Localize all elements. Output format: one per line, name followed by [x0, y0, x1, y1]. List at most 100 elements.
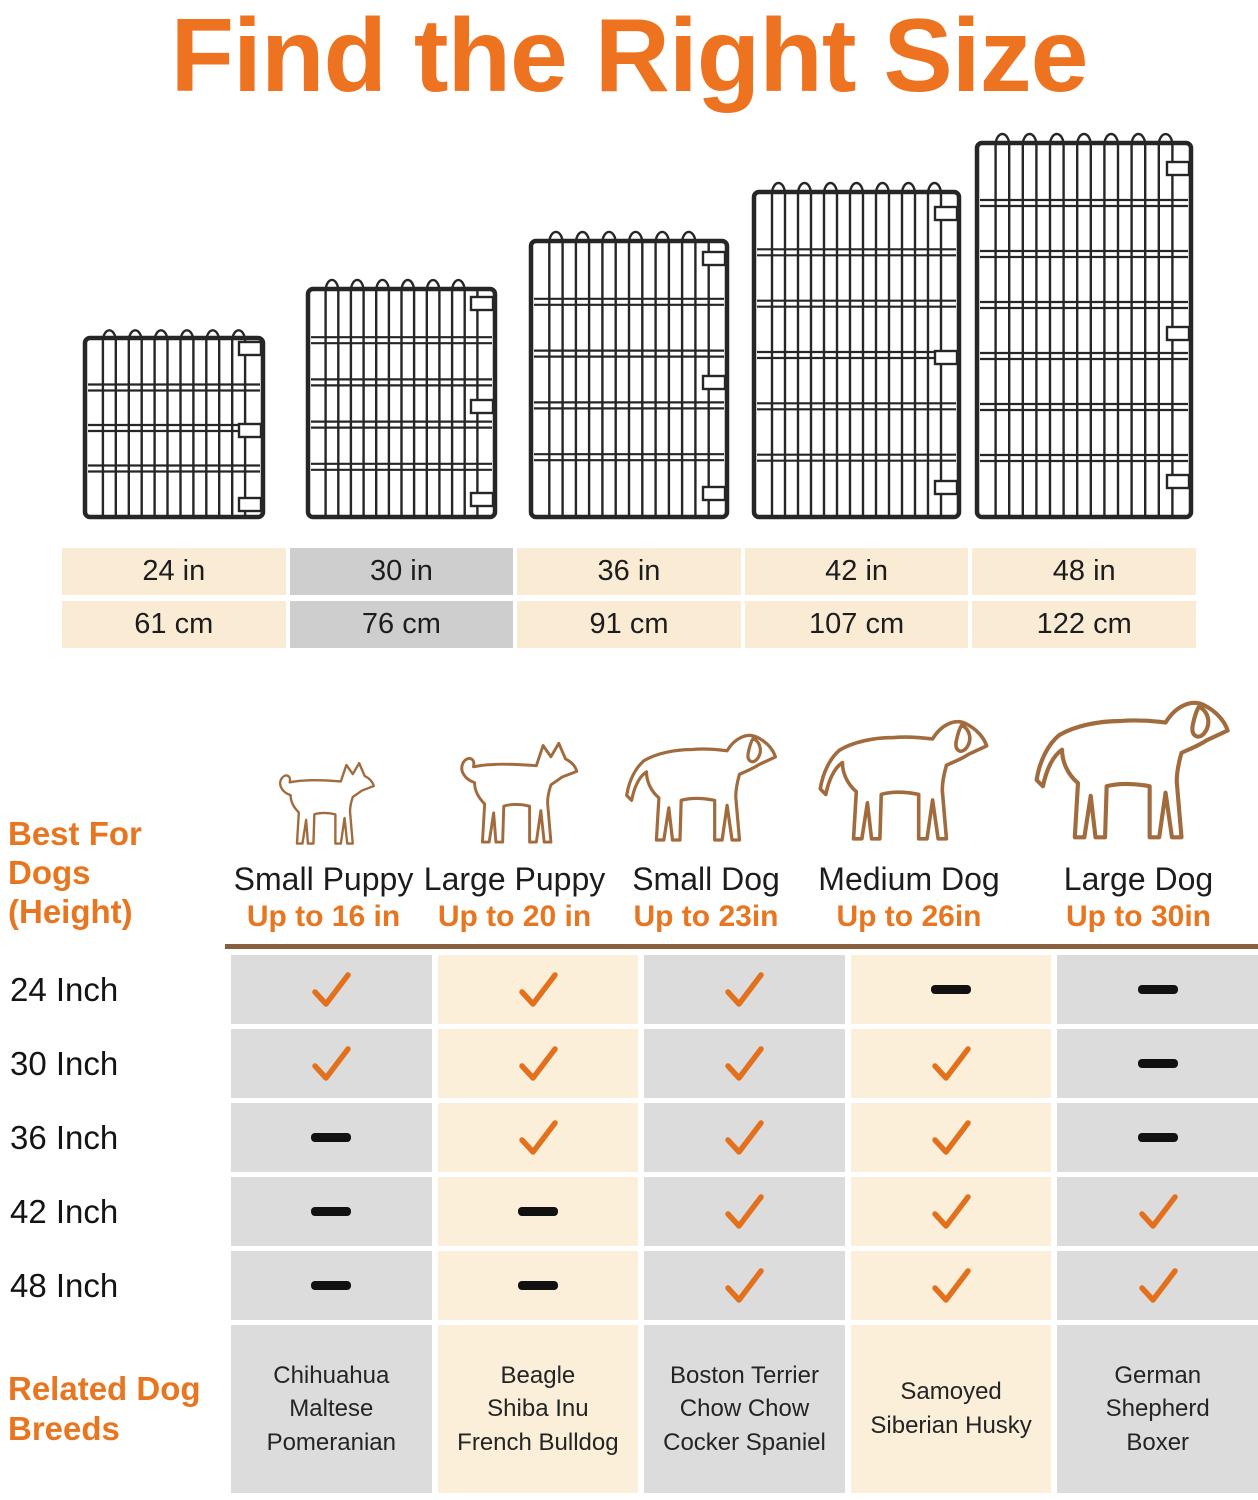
panel-size-table: 24 in 30 in 36 in 42 in 48 in 61 cm 76 cm 91 cm…	[62, 548, 1196, 648]
fit-cell	[1057, 1103, 1258, 1172]
size-cell-cm: 122 cm	[972, 601, 1196, 648]
header-underline-rule	[225, 944, 1258, 949]
fit-cell	[644, 955, 845, 1024]
fit-cell	[231, 955, 432, 1024]
fit-cell	[437, 1103, 639, 1172]
dash-icon	[517, 1207, 558, 1216]
breed-name: Chihuahua	[273, 1361, 390, 1389]
dog-size-name: Small Puppy	[233, 861, 414, 897]
related-dog-breeds-line2: Breeds	[8, 1410, 120, 1447]
fit-table-header: Best For Dogs (Height) Small Puppy Up to …	[0, 678, 1258, 944]
breed-name: Chow Chow	[679, 1395, 810, 1423]
medium-dog-outline-icon	[818, 719, 989, 841]
dog-size-name: Small Dog	[632, 861, 780, 897]
breed-name: Boxer	[1126, 1428, 1190, 1456]
best-for-dogs-label-line1: Best For Dogs	[8, 815, 142, 892]
row-label-36-inch: 36 Inch	[10, 1118, 119, 1156]
fit-cell	[231, 1103, 432, 1172]
check-icon	[725, 1119, 765, 1155]
wire-panel-24in	[62, 326, 286, 522]
breed-name: Pomeranian	[266, 1428, 396, 1456]
row-label-48-inch: 48 Inch	[10, 1266, 119, 1304]
fit-cell	[644, 1177, 845, 1246]
row-label-30-inch: 30 Inch	[10, 1044, 119, 1082]
row-label-42-inch: 42 Inch	[10, 1192, 119, 1230]
dog-max-height: Up to 23in	[633, 900, 779, 933]
check-icon	[519, 1045, 558, 1081]
size-cell-cm: 107 cm	[744, 601, 969, 648]
related-dog-breeds-label: Related Dog Breeds	[0, 1325, 225, 1493]
dog-max-height: Up to 20 in	[437, 900, 592, 933]
wire-panel-36in-image	[528, 230, 730, 520]
breeds-cell: Boston Terrier Chow Chow Cocker Spaniel	[644, 1325, 845, 1493]
check-icon	[1138, 1267, 1178, 1303]
check-icon	[932, 1045, 971, 1081]
check-icon	[519, 1119, 558, 1155]
check-icon	[932, 1193, 971, 1229]
fit-cell	[437, 1029, 639, 1098]
breeds-cell: Beagle Shiba Inu French Bulldog	[437, 1325, 639, 1493]
size-cell-inch: 36 in	[517, 548, 741, 595]
fit-table-grid: 24 Inch 30 Inch 36 Inch 42 Inch 48 Inch Relat…	[0, 949, 1258, 1493]
size-cell-inch: 42 in	[744, 548, 969, 595]
page-title: Find the Right Size	[170, 0, 1089, 114]
check-icon	[932, 1119, 971, 1155]
size-cell-inch: 30 in	[289, 548, 514, 595]
check-icon	[519, 971, 558, 1007]
fit-cell	[231, 1177, 432, 1246]
fit-cell	[644, 1103, 845, 1172]
dash-icon	[931, 985, 972, 994]
fit-cell	[1057, 955, 1258, 1024]
fit-cell	[437, 1177, 639, 1246]
dog-max-height: Up to 30in	[1065, 900, 1211, 933]
wire-panels-row	[62, 118, 1196, 522]
check-icon	[725, 1045, 765, 1081]
breed-name: Samoyed	[900, 1378, 1002, 1406]
dog-size-name: Medium Dog	[818, 861, 1000, 897]
wire-panel-48in-image	[974, 132, 1194, 520]
check-icon	[932, 1267, 971, 1303]
size-cell-inch: 48 in	[972, 548, 1196, 595]
fit-cell	[231, 1251, 432, 1320]
dog-column-small-dog: Small Dog Up to 23in	[613, 716, 799, 944]
breed-name: German	[1114, 1361, 1202, 1389]
breed-name: Shiba Inu	[487, 1395, 589, 1423]
dash-icon	[311, 1281, 352, 1290]
fit-cell	[644, 1251, 845, 1320]
dog-icon-wrap	[1019, 678, 1258, 855]
large-dog-outline-icon	[1034, 700, 1230, 840]
fit-cell	[437, 955, 639, 1024]
size-cell-cm: 61 cm	[62, 601, 286, 648]
dog-column-medium-dog: Medium Dog Up to 26in	[805, 700, 1013, 944]
check-icon	[725, 1193, 765, 1229]
small-puppy-outline-icon	[278, 761, 375, 845]
check-icon	[725, 1267, 765, 1303]
breed-name: Cocker Spaniel	[663, 1428, 826, 1456]
best-for-dogs-label: Best For Dogs (Height)	[0, 815, 225, 944]
dash-icon	[311, 1133, 352, 1142]
fit-table: Best For Dogs (Height) Small Puppy Up to …	[0, 678, 1258, 1493]
dog-size-name: Large Dog	[1063, 861, 1214, 897]
size-cell-inch: 24 in	[62, 548, 286, 595]
wire-panel-42in-image	[751, 181, 962, 520]
fit-cell	[644, 1029, 845, 1098]
dog-column-small-puppy: Small Puppy Up to 16 in	[231, 754, 416, 944]
dog-max-height: Up to 26in	[836, 900, 982, 933]
wire-panel-48in	[972, 131, 1196, 522]
dog-icon-wrap	[442, 732, 588, 855]
fit-cell	[231, 1029, 432, 1098]
dog-icon-wrap	[264, 754, 383, 855]
related-dog-breeds-line1: Related Dog	[8, 1370, 201, 1408]
dog-icon-wrap	[805, 700, 1013, 855]
fit-cell	[1057, 1177, 1258, 1246]
dash-icon	[311, 1207, 352, 1216]
dog-icon-wrap	[613, 716, 799, 855]
dog-column-large-dog: Large Dog Up to 30in	[1019, 678, 1258, 944]
wire-panel-42in	[745, 180, 969, 522]
dash-icon	[1137, 985, 1178, 994]
fit-cell	[1057, 1029, 1258, 1098]
wire-panel-36in	[517, 229, 741, 522]
dash-icon	[517, 1281, 558, 1290]
breed-name: Siberian Husky	[870, 1412, 1032, 1439]
